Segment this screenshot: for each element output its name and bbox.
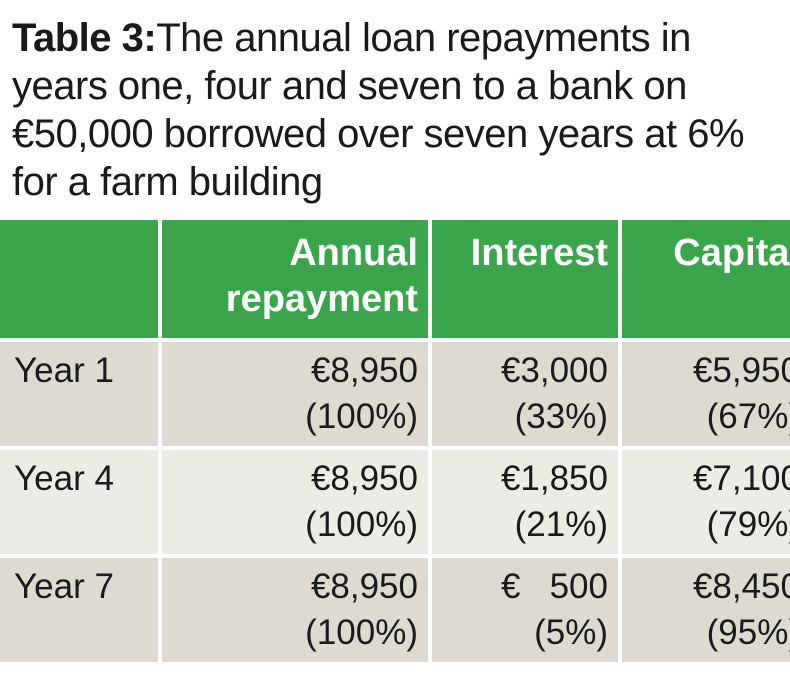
interest-cell: €1,850 (21%)	[432, 450, 618, 554]
capital-pct: (67%)	[706, 397, 790, 436]
interest-cell: € 500 (5%)	[432, 558, 618, 662]
header-row: Annual repayment Interest Capital	[0, 220, 790, 338]
annual-pct: (100%)	[305, 613, 418, 652]
annual-cell: €8,950 (100%)	[162, 558, 428, 662]
annual-value: €8,950	[310, 459, 418, 498]
header-empty	[0, 220, 158, 338]
interest-cell: €3,000 (33%)	[432, 342, 618, 446]
interest-pct: (33%)	[514, 397, 608, 436]
interest-value: €3,000	[500, 351, 608, 390]
annual-cell: €8,950 (100%)	[162, 342, 428, 446]
table-number: Table 3:	[12, 16, 157, 60]
annual-pct: (100%)	[305, 397, 418, 436]
table-row: Year 1 €8,950 (100%) €3,000 (33%) €5,950…	[0, 342, 790, 446]
capital-pct: (79%)	[706, 505, 790, 544]
row-label: Year 1	[0, 342, 158, 446]
capital-cell: €5,950 (67%)	[622, 342, 790, 446]
header-capital: Capital	[622, 220, 790, 338]
interest-value: €1,850	[500, 459, 608, 498]
annual-value: €8,950	[310, 351, 418, 390]
header-interest: Interest	[432, 220, 618, 338]
capital-value: €7,100	[692, 459, 790, 498]
row-label: Year 4	[0, 450, 158, 554]
interest-pct: (5%)	[534, 613, 608, 652]
capital-cell: €7,100 (79%)	[622, 450, 790, 554]
annual-value: €8,950	[310, 567, 418, 606]
table-title: Table 3:The annual loan repayments in ye…	[12, 14, 782, 206]
table-row: Year 7 €8,950 (100%) € 500 (5%) €8,450 (…	[0, 558, 790, 662]
repayments-table: Annual repayment Interest Capital Year 1…	[0, 216, 790, 666]
capital-pct: (95%)	[706, 613, 790, 652]
capital-cell: €8,450 (95%)	[622, 558, 790, 662]
table-caption: The annual loan repayments in years one,…	[12, 16, 745, 204]
row-label: Year 7	[0, 558, 158, 662]
table-row: Year 4 €8,950 (100%) €1,850 (21%) €7,100…	[0, 450, 790, 554]
capital-value: €8,450	[692, 567, 790, 606]
capital-value: €5,950	[692, 351, 790, 390]
interest-pct: (21%)	[514, 505, 608, 544]
interest-value: € 500	[500, 567, 608, 606]
annual-pct: (100%)	[305, 505, 418, 544]
annual-cell: €8,950 (100%)	[162, 450, 428, 554]
header-annual-repayment: Annual repayment	[162, 220, 428, 338]
